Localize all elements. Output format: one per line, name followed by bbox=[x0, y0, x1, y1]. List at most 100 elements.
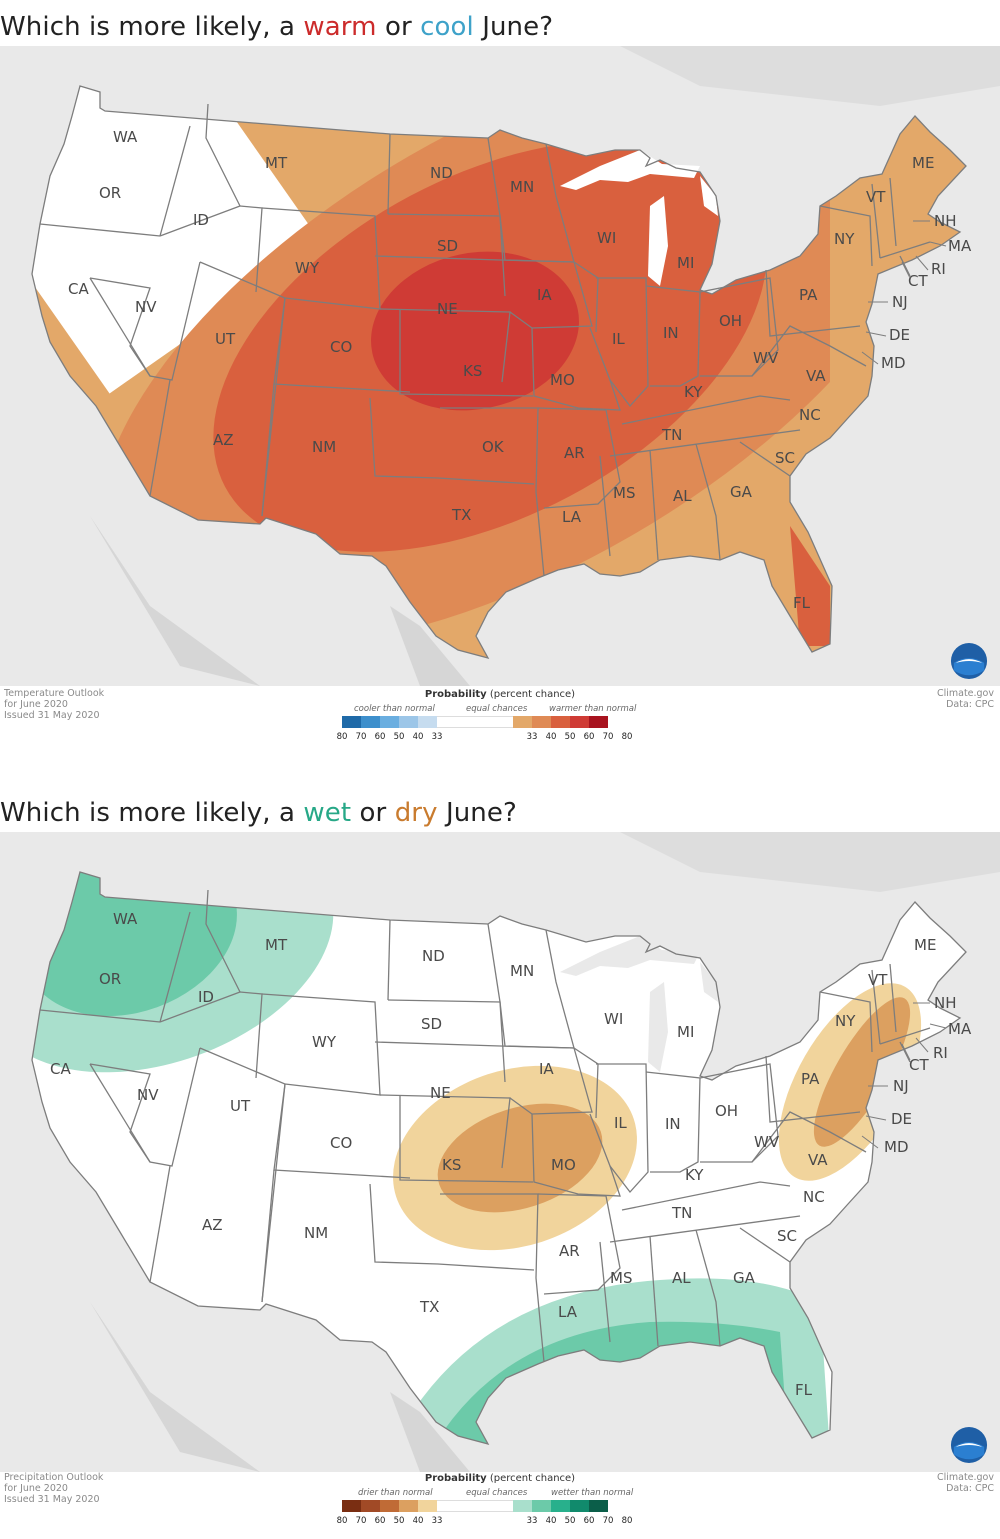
svg-text:ND: ND bbox=[430, 164, 453, 182]
svg-text:PA: PA bbox=[801, 1070, 820, 1088]
legend-mid-label: equal chances bbox=[466, 704, 528, 714]
legend-tick-label: 50 bbox=[564, 732, 576, 742]
svg-text:CT: CT bbox=[908, 272, 928, 290]
legend-swatch bbox=[437, 716, 513, 728]
legend-tick-label: 80 bbox=[621, 1516, 633, 1526]
svg-text:WA: WA bbox=[113, 128, 138, 146]
svg-text:RI: RI bbox=[933, 1044, 948, 1062]
legend-swatch bbox=[418, 716, 437, 728]
legend-swatch bbox=[361, 1500, 380, 1512]
svg-text:NM: NM bbox=[304, 1224, 328, 1242]
svg-text:GA: GA bbox=[733, 1269, 756, 1287]
legend-swatch bbox=[570, 716, 589, 728]
svg-text:SC: SC bbox=[775, 449, 795, 467]
legend-tick-label: 60 bbox=[583, 1516, 595, 1526]
legend-title: Probability (percent chance) bbox=[424, 1473, 576, 1484]
svg-text:MS: MS bbox=[613, 484, 635, 502]
svg-text:MO: MO bbox=[551, 1156, 576, 1174]
legend-left-label: cooler than normal bbox=[354, 704, 435, 714]
svg-text:MA: MA bbox=[948, 237, 972, 255]
svg-text:CO: CO bbox=[330, 1134, 352, 1152]
legend-title: Probability (percent chance) bbox=[424, 689, 576, 700]
svg-text:WY: WY bbox=[312, 1033, 337, 1051]
credit-line: Climate.gov bbox=[936, 1472, 994, 1483]
svg-text:NC: NC bbox=[803, 1188, 825, 1206]
svg-text:NH: NH bbox=[934, 212, 957, 230]
svg-text:WV: WV bbox=[753, 349, 779, 367]
svg-text:IA: IA bbox=[539, 1060, 554, 1078]
temperature-heading: Which is more likely, a warm or cool Jun… bbox=[0, 12, 554, 42]
svg-text:DE: DE bbox=[891, 1110, 912, 1128]
svg-text:GA: GA bbox=[730, 483, 753, 501]
caption-line: for June 2020 bbox=[4, 1483, 68, 1494]
svg-text:WA: WA bbox=[113, 910, 138, 928]
legend-swatch bbox=[551, 1500, 570, 1512]
temperature-credit: Climate.gov Data: CPC bbox=[937, 688, 994, 710]
svg-text:NJ: NJ bbox=[892, 293, 908, 311]
temperature-legend: Probability (percent chance) cooler than… bbox=[330, 688, 670, 748]
precipitation-credit: Climate.gov Data: CPC bbox=[937, 1472, 994, 1494]
svg-text:KY: KY bbox=[685, 1166, 704, 1184]
legend-tick-label: 50 bbox=[564, 1516, 576, 1526]
svg-text:LA: LA bbox=[562, 508, 582, 526]
svg-text:ID: ID bbox=[193, 211, 209, 229]
svg-text:NM: NM bbox=[312, 438, 336, 456]
legend-tick-label: 33 bbox=[526, 732, 538, 742]
legend-left-label: drier than normal bbox=[358, 1488, 433, 1498]
svg-text:NV: NV bbox=[137, 1086, 159, 1104]
svg-text:ND: ND bbox=[422, 947, 445, 965]
legend-swatch bbox=[418, 1500, 437, 1512]
svg-text:UT: UT bbox=[215, 330, 236, 348]
temperature-outlook-panel: Which is more likely, a warm or cool Jun… bbox=[0, 0, 1000, 760]
svg-text:NY: NY bbox=[835, 1012, 856, 1030]
svg-text:AZ: AZ bbox=[213, 431, 234, 449]
legend-swatch bbox=[532, 1500, 551, 1512]
legend-tick-label: 40 bbox=[412, 732, 424, 742]
precipitation-map: WA OR CA ID NV MT WY UT AZ CO NM ND SD NE KS TX MN I… bbox=[0, 832, 1000, 1472]
svg-text:FL: FL bbox=[793, 594, 811, 612]
legend-tick-label: 50 bbox=[393, 732, 405, 742]
noaa-logo-icon bbox=[950, 642, 988, 680]
legend-swatch bbox=[513, 716, 532, 728]
legend-tick-label: 70 bbox=[355, 732, 367, 742]
svg-text:IN: IN bbox=[665, 1115, 681, 1133]
svg-text:AL: AL bbox=[672, 1269, 691, 1287]
svg-text:UT: UT bbox=[230, 1097, 251, 1115]
legend-swatch bbox=[380, 716, 399, 728]
legend-tick-label: 70 bbox=[355, 1516, 367, 1526]
svg-text:MI: MI bbox=[677, 1023, 694, 1041]
svg-text:TN: TN bbox=[661, 426, 682, 444]
legend-swatch bbox=[342, 1500, 361, 1512]
svg-text:WI: WI bbox=[597, 229, 616, 247]
svg-text:RI: RI bbox=[931, 260, 946, 278]
svg-text:OK: OK bbox=[482, 438, 505, 456]
temperature-caption: Temperature Outlook for June 2020 Issued… bbox=[4, 688, 104, 721]
svg-text:PA: PA bbox=[799, 286, 818, 304]
legend-tick-label: 33 bbox=[431, 732, 443, 742]
legend-tick-label: 40 bbox=[412, 1516, 424, 1526]
legend-tick-label: 60 bbox=[583, 732, 595, 742]
legend-swatch bbox=[589, 716, 608, 728]
caption-line: Precipitation Outlook bbox=[4, 1472, 104, 1483]
svg-text:SC: SC bbox=[777, 1227, 797, 1245]
svg-text:CA: CA bbox=[50, 1060, 71, 1078]
caption-line: for June 2020 bbox=[4, 699, 68, 710]
svg-text:WY: WY bbox=[295, 259, 320, 277]
legend-tick-label: 70 bbox=[602, 1516, 614, 1526]
svg-text:IL: IL bbox=[612, 330, 625, 348]
svg-text:KY: KY bbox=[684, 383, 703, 401]
svg-text:MO: MO bbox=[550, 371, 575, 389]
svg-text:AR: AR bbox=[559, 1242, 580, 1260]
svg-text:IN: IN bbox=[663, 324, 679, 342]
svg-text:NH: NH bbox=[934, 994, 957, 1012]
legend-tick-label: 33 bbox=[431, 1516, 443, 1526]
credit-line: Data: CPC bbox=[946, 1483, 994, 1494]
svg-text:CA: CA bbox=[68, 280, 89, 298]
legend-tick-label: 80 bbox=[621, 732, 633, 742]
caption-line: Issued 31 May 2020 bbox=[4, 710, 100, 721]
svg-text:CO: CO bbox=[330, 338, 352, 356]
svg-text:LA: LA bbox=[558, 1303, 578, 1321]
legend-tick-label: 60 bbox=[374, 1516, 386, 1526]
precipitation-caption: Precipitation Outlook for June 2020 Issu… bbox=[4, 1472, 103, 1505]
noaa-logo-icon bbox=[950, 1426, 988, 1464]
